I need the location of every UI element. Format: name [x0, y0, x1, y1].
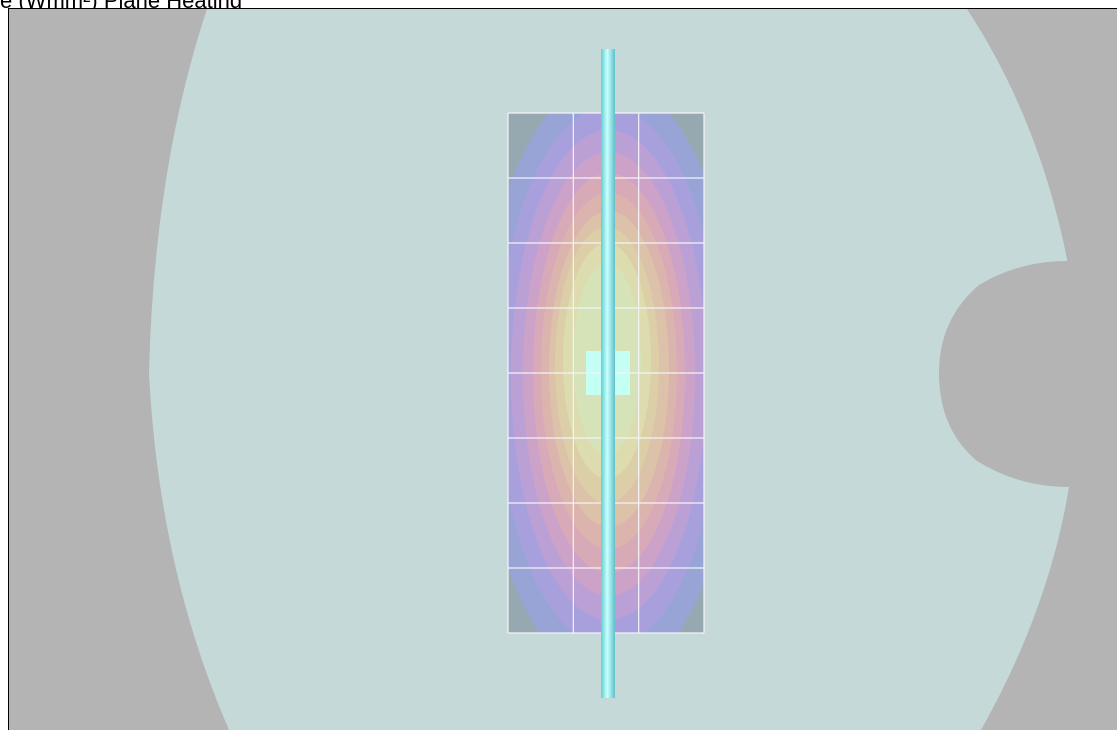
plot-viewport[interactable] — [8, 8, 1117, 730]
control-rod — [601, 49, 615, 698]
heating-plane-svg — [149, 9, 1069, 730]
